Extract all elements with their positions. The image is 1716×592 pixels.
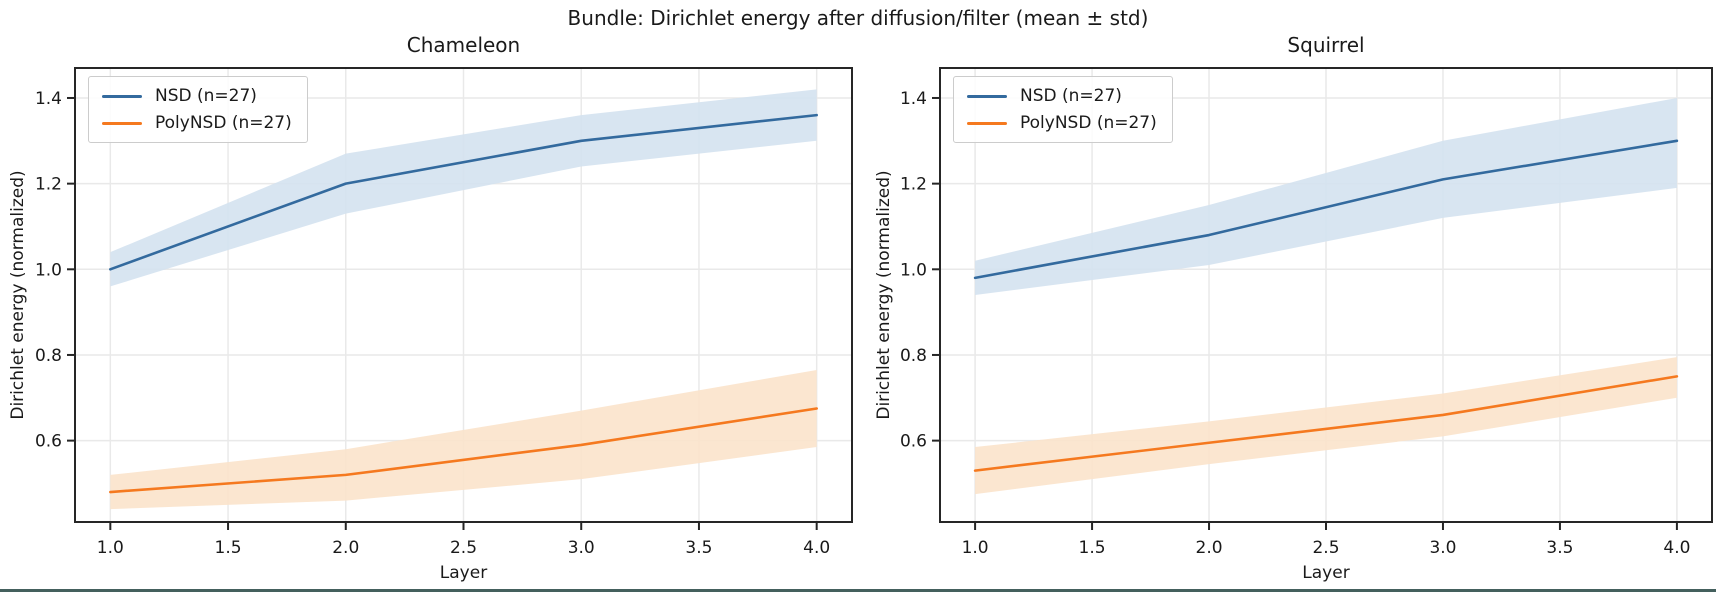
- x-tick-label: 1.0: [97, 538, 124, 558]
- mean-line-series-1: [109, 407, 818, 494]
- x-tick-label: 4.0: [1663, 538, 1690, 558]
- mean-line-series-1: [973, 375, 1679, 472]
- x-axis-label-right: Layer: [1302, 563, 1350, 583]
- x-tick-label: 1.5: [215, 538, 242, 558]
- x-tick-label: 1.0: [962, 538, 989, 558]
- y-tick-label: 1.2: [900, 175, 927, 195]
- subplot-0: 1.0 1.5 2.0 2.5 3.0 3.5 4.0 0.6 0.8 1.0 1.2 1.4: [35, 67, 853, 558]
- y-tick-label: 1.4: [900, 89, 927, 109]
- y-axis-label-right: Dirichlet energy (normalized): [874, 170, 894, 420]
- x-tick-label: 2.5: [1312, 538, 1339, 558]
- mean-line-series-0: [109, 113, 818, 271]
- figure-suptitle: Bundle: Dirichlet energy after diffusion…: [567, 6, 1149, 30]
- y-tick-label: 0.8: [35, 346, 62, 366]
- x-tick-label: 3.0: [568, 538, 595, 558]
- y-tick-label: 0.6: [35, 432, 62, 452]
- subplot-1: 1.0 1.5 2.0 2.5 3.0 3.5 4.0 0.6 0.8 1.0 1.2 1.4: [900, 67, 1713, 558]
- legend-entry-polynsd: PolyNSD (n=27): [967, 113, 1157, 133]
- legend-squirrel: NSD (n=27) PolyNSD (n=27): [953, 76, 1173, 143]
- nsd-line-swatch: [102, 94, 142, 98]
- y-tick-label: 0.8: [900, 346, 927, 366]
- legend-entry-nsd: NSD (n=27): [967, 86, 1157, 106]
- legend-label-polynsd: PolyNSD (n=27): [155, 113, 292, 133]
- y-axis-label-left: Dirichlet energy (normalized): [8, 170, 28, 420]
- legend-label-nsd: NSD (n=27): [155, 86, 257, 106]
- polynsd-line-swatch: [102, 121, 142, 125]
- y-tick-label: 1.2: [35, 175, 62, 195]
- y-tick-label: 1.0: [35, 260, 62, 280]
- x-tick-label: 1.5: [1079, 538, 1106, 558]
- legend-label-polynsd: PolyNSD (n=27): [1020, 113, 1157, 133]
- legend-label-nsd: NSD (n=27): [1020, 86, 1122, 106]
- y-tick-label: 1.4: [35, 89, 62, 109]
- x-tick-label: 3.5: [1546, 538, 1573, 558]
- x-tick-label: 2.0: [1196, 538, 1223, 558]
- x-tick-label: 3.0: [1429, 538, 1456, 558]
- legend-chameleon: NSD (n=27) PolyNSD (n=27): [88, 76, 308, 143]
- nsd-line-swatch: [967, 94, 1007, 98]
- subplot-title-chameleon: Chameleon: [406, 33, 521, 57]
- y-tick-label: 0.6: [900, 432, 927, 452]
- x-tick-label: 3.5: [685, 538, 712, 558]
- legend-entry-polynsd: PolyNSD (n=27): [102, 113, 292, 133]
- y-tick-label: 1.0: [900, 260, 927, 280]
- std-band-series-1: [975, 357, 1677, 495]
- x-axis-label-left: Layer: [439, 563, 488, 583]
- x-tick-label: 4.0: [803, 538, 830, 558]
- subplot-title-squirrel: Squirrel: [1287, 33, 1365, 57]
- x-tick-label: 2.5: [450, 538, 477, 558]
- polynsd-line-swatch: [967, 121, 1007, 125]
- legend-entry-nsd: NSD (n=27): [102, 86, 292, 106]
- std-band-series-0: [110, 89, 817, 287]
- std-band-series-1: [110, 369, 817, 510]
- mean-line-series-0: [973, 139, 1679, 280]
- x-tick-label: 2.0: [332, 538, 359, 558]
- window-bottom-edge: [0, 589, 1716, 592]
